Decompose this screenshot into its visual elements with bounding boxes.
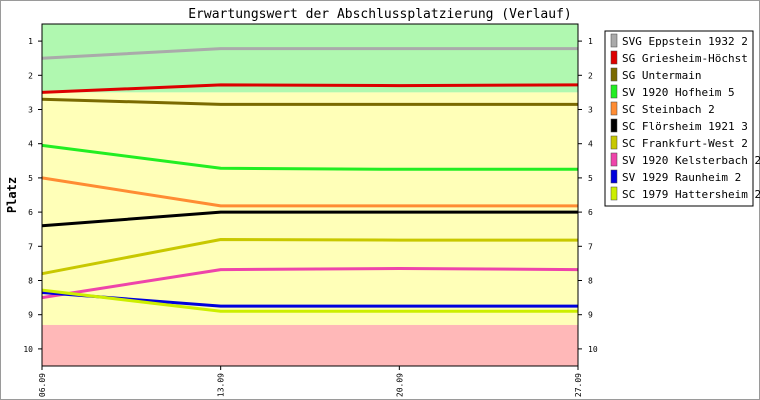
- y-tick-label-left-5: 5: [28, 174, 33, 183]
- legend-swatch-7: [610, 135, 618, 150]
- legend-label-10: SC 1979 Hattersheim 2: [622, 188, 760, 201]
- y-axis-left: 1 2 3 4 5 6 7 8 9 10: [23, 37, 42, 354]
- series-line-4: [41, 143, 578, 171]
- y-tick-label-left-4: 4: [28, 140, 33, 149]
- legend-label-4: SV 1920 Hofheim 5: [622, 86, 735, 99]
- legend-swatch-8: [610, 152, 618, 167]
- y-tick-label-left-8: 8: [28, 277, 33, 286]
- background-band-2: [42, 92, 578, 325]
- legend-label-6: SC Flörsheim 1921 3: [622, 120, 748, 133]
- legend-swatch-4: [610, 84, 618, 99]
- y-axis-label: Platz: [5, 177, 19, 213]
- legend-swatch-6: [610, 118, 618, 133]
- legend-label-9: SV 1929 Raunheim 2: [622, 171, 741, 184]
- legend: SVG Eppstein 1932 2 SG Griesheim-Höchst SG…: [604, 30, 760, 207]
- legend-label-8: SV 1920 Kelsterbach 2: [622, 154, 760, 167]
- background-band-3: [42, 324, 578, 366]
- plot-area-border: [41, 23, 579, 367]
- y-tick-label-right-9: 9: [588, 311, 593, 320]
- series-lines: [41, 47, 579, 313]
- y-tick-label-left-3: 3: [28, 106, 33, 115]
- background-band-1: [42, 24, 578, 93]
- legend-swatch-1: [610, 33, 618, 48]
- legend-label-7: SC Frankfurt-West 2: [622, 137, 748, 150]
- series-line-3: [41, 97, 578, 106]
- legend-label-1: SVG Eppstein 1932 2: [622, 35, 748, 48]
- y-tick-label-right-1: 1: [588, 37, 593, 46]
- y-tick-label-right-7: 7: [588, 242, 593, 251]
- legend-label-3: SG Untermain: [622, 69, 701, 82]
- x-tick-label-3: 20.09: [395, 373, 404, 397]
- series-line-8: [41, 267, 579, 300]
- legend-label-2: SG Griesheim-Höchst: [622, 52, 748, 65]
- y-tick-label-right-6: 6: [588, 208, 593, 217]
- series-line-10: [41, 288, 578, 313]
- y-tick-label-right-10: 10: [588, 345, 598, 354]
- x-tick-label-4: 27.09: [574, 373, 583, 397]
- legend-swatch-3: [610, 67, 618, 82]
- series-line-2: [41, 83, 579, 94]
- series-line-6: [41, 210, 578, 228]
- legend-swatch-9: [610, 169, 618, 184]
- background-bands: [42, 24, 578, 366]
- chart-title: Erwartungswert der Abschlussplatzierung …: [188, 7, 572, 22]
- y-tick-label-left-2: 2: [28, 71, 33, 80]
- y-tick-label-left-1: 1: [28, 37, 33, 46]
- series-line-7: [41, 238, 578, 276]
- legend-swatch-10: [610, 186, 618, 201]
- series-line-1: [41, 47, 578, 60]
- y-tick-label-right-8: 8: [588, 277, 593, 286]
- y-tick-label-right-3: 3: [588, 106, 593, 115]
- y-tick-label-right-5: 5: [588, 174, 593, 183]
- legend-box: [604, 30, 754, 207]
- y-tick-label-left-7: 7: [28, 242, 33, 251]
- y-tick-label-right-2: 2: [588, 71, 593, 80]
- x-axis: 06.09 13.09 20.09 27.09: [38, 366, 583, 397]
- y-tick-label-left-9: 9: [28, 311, 33, 320]
- x-tick-label-2: 13.09: [217, 373, 226, 397]
- y-tick-label-left-6: 6: [28, 208, 33, 217]
- legend-label-5: SC Steinbach 2: [622, 103, 715, 116]
- series-line-5: [41, 176, 578, 208]
- x-tick-label-1: 06.09: [38, 373, 47, 397]
- legend-swatch-5: [610, 101, 618, 116]
- legend-swatch-2: [610, 50, 618, 65]
- y-tick-label-left-10: 10: [23, 345, 33, 354]
- y-tick-label-right-4: 4: [588, 140, 593, 149]
- y-axis-right: 1 2 3 4 5 6 7 8 9 10: [578, 37, 598, 354]
